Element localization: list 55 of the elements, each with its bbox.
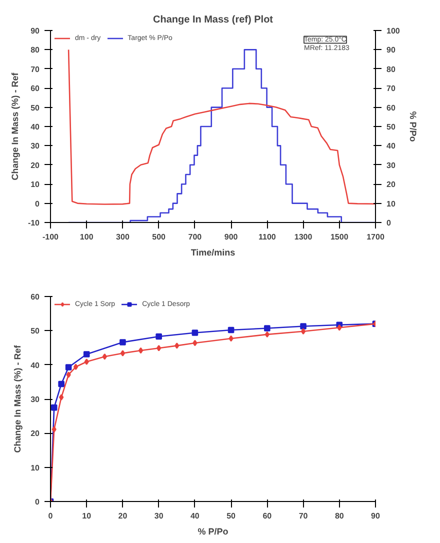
- y-tick-label: 60: [30, 84, 40, 94]
- x-tick-label: 500: [152, 232, 166, 242]
- y-tick-label: 70: [30, 64, 40, 74]
- x-tick-label: 1500: [330, 232, 349, 242]
- y-axis-title: Change In Mass (%) - Ref: [10, 72, 20, 180]
- y2-tick-label: 30: [386, 160, 396, 170]
- y-tick-label: 50: [30, 103, 40, 112]
- y2-tick-label: 70: [386, 84, 396, 94]
- x-tick-label: 90: [371, 512, 380, 520]
- x-tick-label: 50: [226, 512, 236, 520]
- y-tick-label: 20: [30, 429, 40, 438]
- x-tick-label: -100: [42, 232, 60, 242]
- chart-title: Change In Mass (ref) Plot: [152, 14, 274, 26]
- y2-tick-label: 60: [386, 103, 396, 112]
- x-tick-label: 40: [190, 512, 200, 520]
- y-tick-label: 10: [30, 463, 40, 472]
- y-tick-label: 50: [30, 326, 40, 336]
- x-tick-label: 100: [80, 232, 94, 242]
- y2-tick-label: 40: [386, 142, 396, 151]
- x-tick-label: 1300: [294, 232, 313, 242]
- y-tick-label: 30: [30, 142, 40, 151]
- x-tick-label: 80: [334, 512, 344, 520]
- y-axis-title: Change In Mass (%) - Ref: [12, 344, 23, 453]
- x-tick-label: 60: [262, 512, 272, 520]
- y-tick-label: 40: [30, 360, 40, 370]
- x-tick-label: 1700: [366, 232, 385, 242]
- y2-tick-label: 80: [386, 64, 396, 74]
- x-tick-label: 10: [82, 512, 92, 520]
- x-tick-label: 700: [188, 232, 202, 242]
- x-tick-label: 300: [116, 232, 130, 242]
- x-tick-label: 30: [154, 512, 164, 520]
- y-tick-label: 30: [30, 395, 40, 404]
- y2-tick-label: 0: [386, 218, 392, 228]
- y-tick-label: 10: [30, 180, 40, 190]
- y-tick-label: 40: [30, 122, 40, 132]
- y2-tick-label: 50: [386, 122, 396, 132]
- x-axis-title: % P/Po: [198, 526, 229, 536]
- y-tick-label: -10: [28, 218, 40, 228]
- y-tick-label: 0: [35, 199, 40, 208]
- y2-tick-label: 10: [386, 199, 396, 208]
- y-tick-label: 60: [30, 292, 40, 302]
- x-tick-label: 70: [298, 512, 308, 520]
- y2-tick-label: 100: [386, 26, 400, 36]
- y2-axis-title: % P/Po: [408, 111, 418, 142]
- y-tick-label: 80: [30, 46, 40, 55]
- x-tick-label: 0: [48, 512, 54, 520]
- y-tick-label: 0: [35, 498, 40, 506]
- x-tick-label: 20: [118, 512, 128, 520]
- y-tick-label: 20: [30, 160, 40, 170]
- y-tick-label: 90: [30, 26, 40, 36]
- x-tick-label: 1100: [258, 232, 276, 242]
- y2-tick-label: 20: [386, 180, 396, 190]
- x-tick-label: 900: [224, 232, 238, 242]
- x-axis-title: Time/mins: [190, 248, 236, 258]
- y2-tick-label: 90: [386, 46, 396, 55]
